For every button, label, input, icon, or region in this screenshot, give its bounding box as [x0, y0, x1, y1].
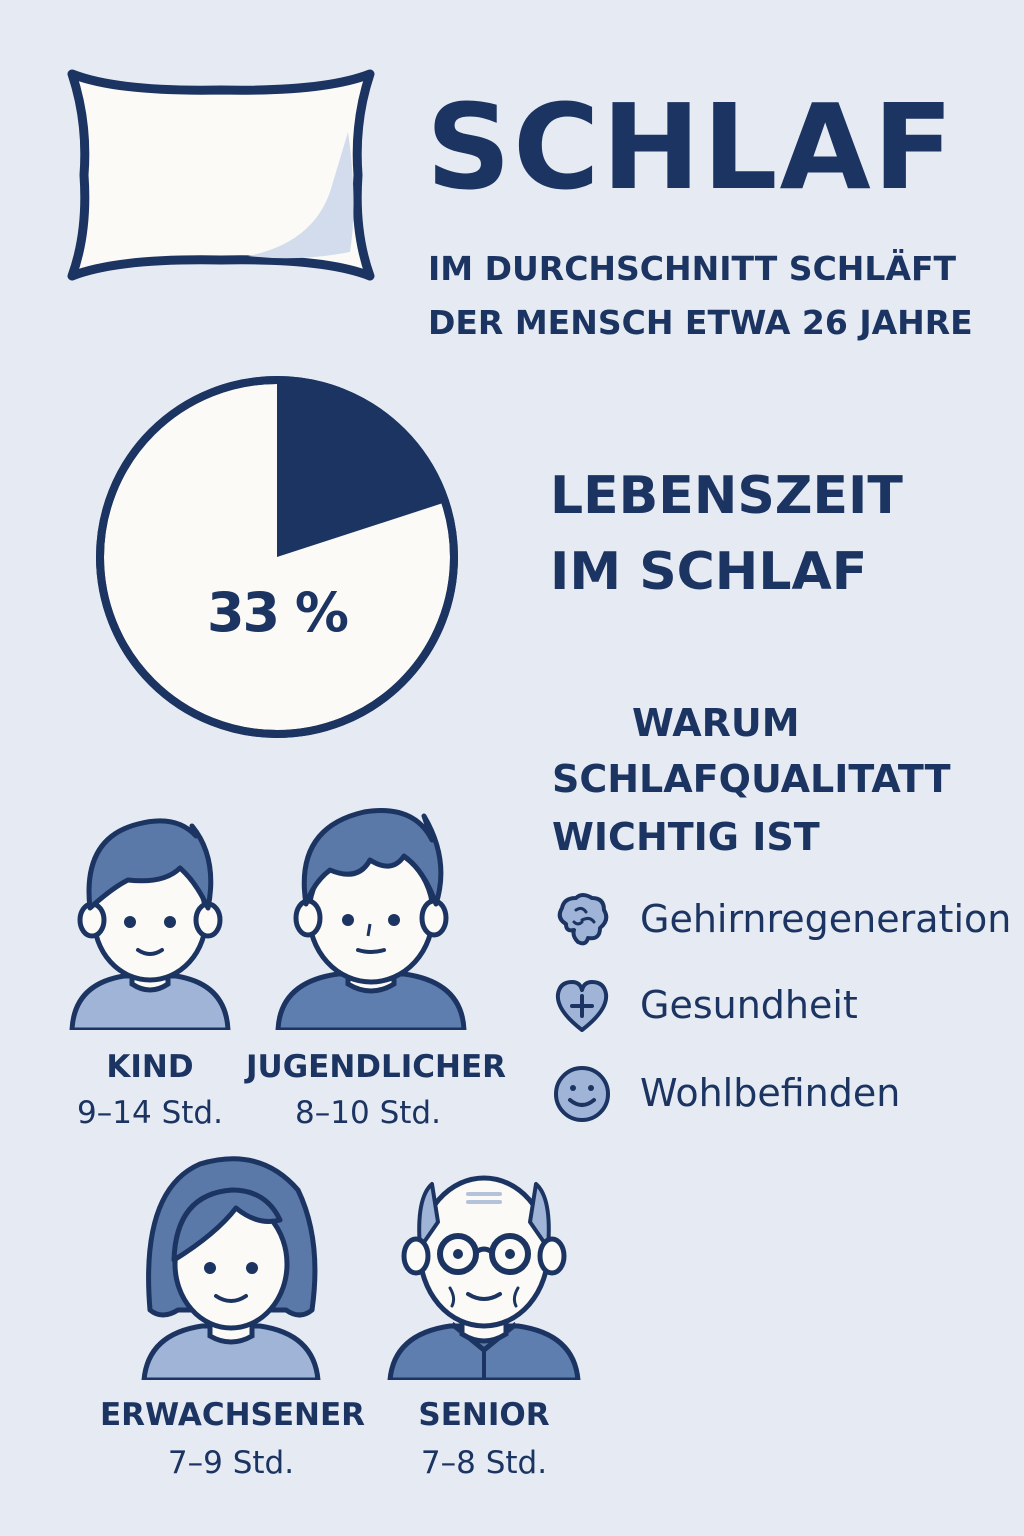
benefit-label-brain: Gehirnregeneration	[640, 897, 1012, 941]
person-hours-senior: 7–8 Std.	[420, 1445, 548, 1481]
why-heading-line-3: WICHTIG IST	[552, 815, 820, 859]
lifetime-heading-line-1: LEBENSZEIT	[550, 466, 903, 526]
person-label-child: KIND	[106, 1049, 194, 1085]
subtitle-line-2: DER MENSCH ETWA 26 JAHRE	[428, 303, 973, 342]
subtitle-line-1: IM DURCHSCHNITT SCHLÄFT	[428, 249, 957, 288]
sleep-pie-chart	[92, 372, 462, 742]
senior-avatar-icon	[386, 1152, 582, 1380]
pie-slice-sleep	[277, 380, 446, 557]
pillow-icon	[58, 62, 384, 288]
person-label-senior: SENIOR	[418, 1397, 550, 1433]
smiley-icon	[552, 1064, 612, 1124]
person-hours-teen: 8–10 Std.	[295, 1095, 441, 1131]
why-heading-line-1: WARUM	[632, 701, 800, 745]
heart-plus-icon	[552, 976, 612, 1036]
page-title: SCHLAF	[426, 78, 956, 216]
person-label-teen: JUGENDLICHER	[246, 1049, 507, 1085]
adult-avatar-icon	[140, 1150, 322, 1380]
brain-icon	[552, 890, 612, 950]
person-hours-child: 9–14 Std.	[77, 1095, 223, 1131]
why-heading-line-2: SCHLAFQUALITATT	[552, 757, 951, 801]
person-label-adult: ERWACHSENER	[100, 1397, 366, 1433]
pie-percent-label: 33 %	[206, 581, 349, 644]
child-avatar-icon	[68, 808, 232, 1030]
benefit-label-wellbeing: Wohlbefinden	[640, 1071, 901, 1115]
person-hours-adult: 7–9 Std.	[167, 1445, 295, 1481]
teen-avatar-icon	[274, 800, 468, 1030]
benefit-label-health: Gesundheit	[640, 983, 858, 1027]
lifetime-heading-line-2: IM SCHLAF	[550, 542, 868, 602]
